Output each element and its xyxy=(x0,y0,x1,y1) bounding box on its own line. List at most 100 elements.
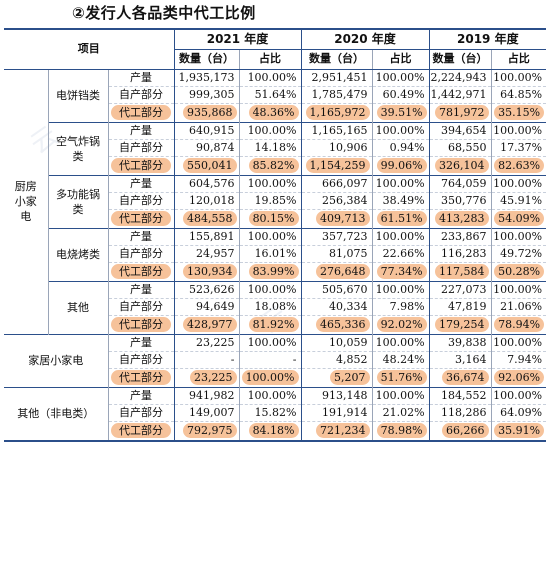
oem-highlight: 代工部分 xyxy=(111,369,171,385)
qty-header: 数量（台） xyxy=(173,49,239,70)
oem-highlight: 117,584 xyxy=(435,263,489,279)
quantity-cell: 227,073 xyxy=(428,280,492,298)
ratio-cell: 35.91% xyxy=(490,420,547,442)
oem-highlight: 39.51% xyxy=(376,104,427,120)
quantity-cell: 604,576 xyxy=(173,174,239,192)
quantity-cell: 666,097 xyxy=(300,174,373,192)
qty-header: 数量（台） xyxy=(300,49,373,70)
ratio-cell: 0.94% xyxy=(371,138,430,156)
oem-highlight: 409,713 xyxy=(316,210,370,226)
quantity-cell: 179,254 xyxy=(428,314,492,334)
quantity-cell: 941,982 xyxy=(173,386,239,404)
ratio-cell: 21.02% xyxy=(371,403,430,421)
ratio-cell: 50.28% xyxy=(490,261,547,281)
group-label: 厨房小家电 xyxy=(4,68,48,334)
ratio-cell: 100.00% xyxy=(371,227,430,245)
row-label-self: 自产部分 xyxy=(107,350,174,368)
quantity-cell: 36,674 xyxy=(428,367,492,387)
quantity-cell: 357,723 xyxy=(300,227,373,245)
ratio-cell: 48.36% xyxy=(238,102,302,122)
row-label-oem: 代工部分 xyxy=(107,261,174,281)
quantity-cell: 191,914 xyxy=(300,403,373,421)
row-label-self: 自产部分 xyxy=(107,138,174,156)
oem-highlight: 代工部分 xyxy=(111,104,171,120)
subcategory-label: 电烧烤类 xyxy=(47,227,108,281)
oem-highlight: 83.99% xyxy=(248,263,299,279)
ratio-cell: 80.15% xyxy=(238,208,302,228)
ratio-cell: 60.49% xyxy=(371,85,430,103)
subcategory-label: 多功能锅类 xyxy=(47,174,108,228)
oem-highlight: 484,558 xyxy=(183,210,237,226)
table-row: 代工部分 130,934 83.99% 276,648 77.34% 117,584 50.… xyxy=(4,261,547,281)
ratio-cell: 100.00% xyxy=(490,386,547,404)
table-row: 代工部分 23,225 100.00% 5,207 51.76% 36,674 92.06% xyxy=(4,367,547,387)
ratio-cell: 100.00% xyxy=(238,174,302,192)
ratio-cell: 39.51% xyxy=(371,102,430,122)
ratio-cell: 100.00% xyxy=(238,227,302,245)
oem-highlight: 48.36% xyxy=(248,104,299,120)
subcategory-label: 空气炸锅类 xyxy=(47,121,108,175)
ratio-cell: 7.98% xyxy=(371,297,430,315)
ratio-cell: 22.66% xyxy=(371,244,430,262)
ratio-cell: 100.00% xyxy=(490,68,547,86)
ratio-cell: 100.00% xyxy=(371,386,430,404)
quantity-cell: 409,713 xyxy=(300,208,373,228)
quantity-cell: 130,934 xyxy=(173,261,239,281)
row-label-self: 自产部分 xyxy=(107,85,174,103)
quantity-cell: 326,104 xyxy=(428,155,492,175)
table-row: 家居小家电 产量 23,225 100.00% 10,059 100.00% 39,838 1… xyxy=(4,333,547,387)
quantity-cell: 3,164 xyxy=(428,350,492,368)
year-header-2019: 2019 年度 xyxy=(428,28,547,50)
row-label-output: 产量 xyxy=(107,227,174,245)
oem-ratio-table: 项目 2021 年度 2020 年度 2019 年度 数量（台） 占比 数量（台… xyxy=(4,28,547,442)
quantity-cell: 413,283 xyxy=(428,208,492,228)
oem-highlight: 99.06% xyxy=(376,157,427,173)
oem-highlight: 721,234 xyxy=(316,422,370,438)
oem-highlight: 23,225 xyxy=(190,369,237,385)
ratio-cell: 7.94% xyxy=(490,350,547,368)
oem-highlight: 465,336 xyxy=(316,316,370,332)
quantity-cell: 4,852 xyxy=(300,350,373,368)
quantity-cell: 999,305 xyxy=(173,85,239,103)
subcategory-label: 电饼铛类 xyxy=(47,68,108,122)
ratio-cell: 64.85% xyxy=(490,85,547,103)
table-row: 代工部分 935,868 48.36% 1,165,972 39.51% 781,972 3… xyxy=(4,102,547,122)
year-header-2021: 2021 年度 xyxy=(173,28,302,50)
quantity-cell: 47,819 xyxy=(428,297,492,315)
oem-highlight: 792,975 xyxy=(183,422,237,438)
row-label-oem: 代工部分 xyxy=(107,102,174,122)
quantity-cell: 350,776 xyxy=(428,191,492,209)
quantity-cell: 10,906 xyxy=(300,138,373,156)
ratio-cell: 18.08% xyxy=(238,297,302,315)
ratio-cell: 100.00% xyxy=(238,280,302,298)
ratio-cell: 100.00% xyxy=(238,68,302,86)
oem-highlight: 1,165,972 xyxy=(305,104,370,120)
row-label-self: 自产部分 xyxy=(107,191,174,209)
oem-highlight: 36,674 xyxy=(442,369,489,385)
ratio-cell: 77.34% xyxy=(371,261,430,281)
ratio-cell: 85.82% xyxy=(238,155,302,175)
row-label-oem: 代工部分 xyxy=(107,314,174,334)
quantity-cell: 10,059 xyxy=(300,333,373,351)
ratio-cell: 54.09% xyxy=(490,208,547,228)
quantity-cell: 149,007 xyxy=(173,403,239,421)
qty-header: 数量（台） xyxy=(428,49,492,70)
quantity-cell: 913,148 xyxy=(300,386,373,404)
ratio-header: 占比 xyxy=(371,49,430,70)
table-body: 厨房小家电 电饼铛类 产量 1,935,173 100.00% 2,951,451 100.… xyxy=(4,68,547,442)
table-row: 厨房小家电 电饼铛类 产量 1,935,173 100.00% 2,951,451 100.… xyxy=(4,68,547,334)
quantity-cell: 465,336 xyxy=(300,314,373,334)
table-row: 代工部分 484,558 80.15% 409,713 61.51% 413,283 54.… xyxy=(4,208,547,228)
group-label: 其他（非电类） xyxy=(4,386,108,442)
oem-highlight: 54.09% xyxy=(494,210,545,226)
oem-highlight: 代工部分 xyxy=(111,210,171,226)
table-row: 电烧烤类 产量 155,891 100.00% 357,723 100.00% 233,86… xyxy=(4,227,547,281)
oem-highlight: 428,977 xyxy=(183,316,237,332)
ratio-cell: 100.00% xyxy=(490,227,547,245)
quantity-cell: 1,442,971 xyxy=(428,85,492,103)
quantity-cell: 118,286 xyxy=(428,403,492,421)
subcategory-label: 其他 xyxy=(47,280,108,334)
oem-highlight: 935,868 xyxy=(183,104,237,120)
quantity-cell: 1,165,165 xyxy=(300,121,373,139)
quantity-cell: 23,225 xyxy=(173,367,239,387)
